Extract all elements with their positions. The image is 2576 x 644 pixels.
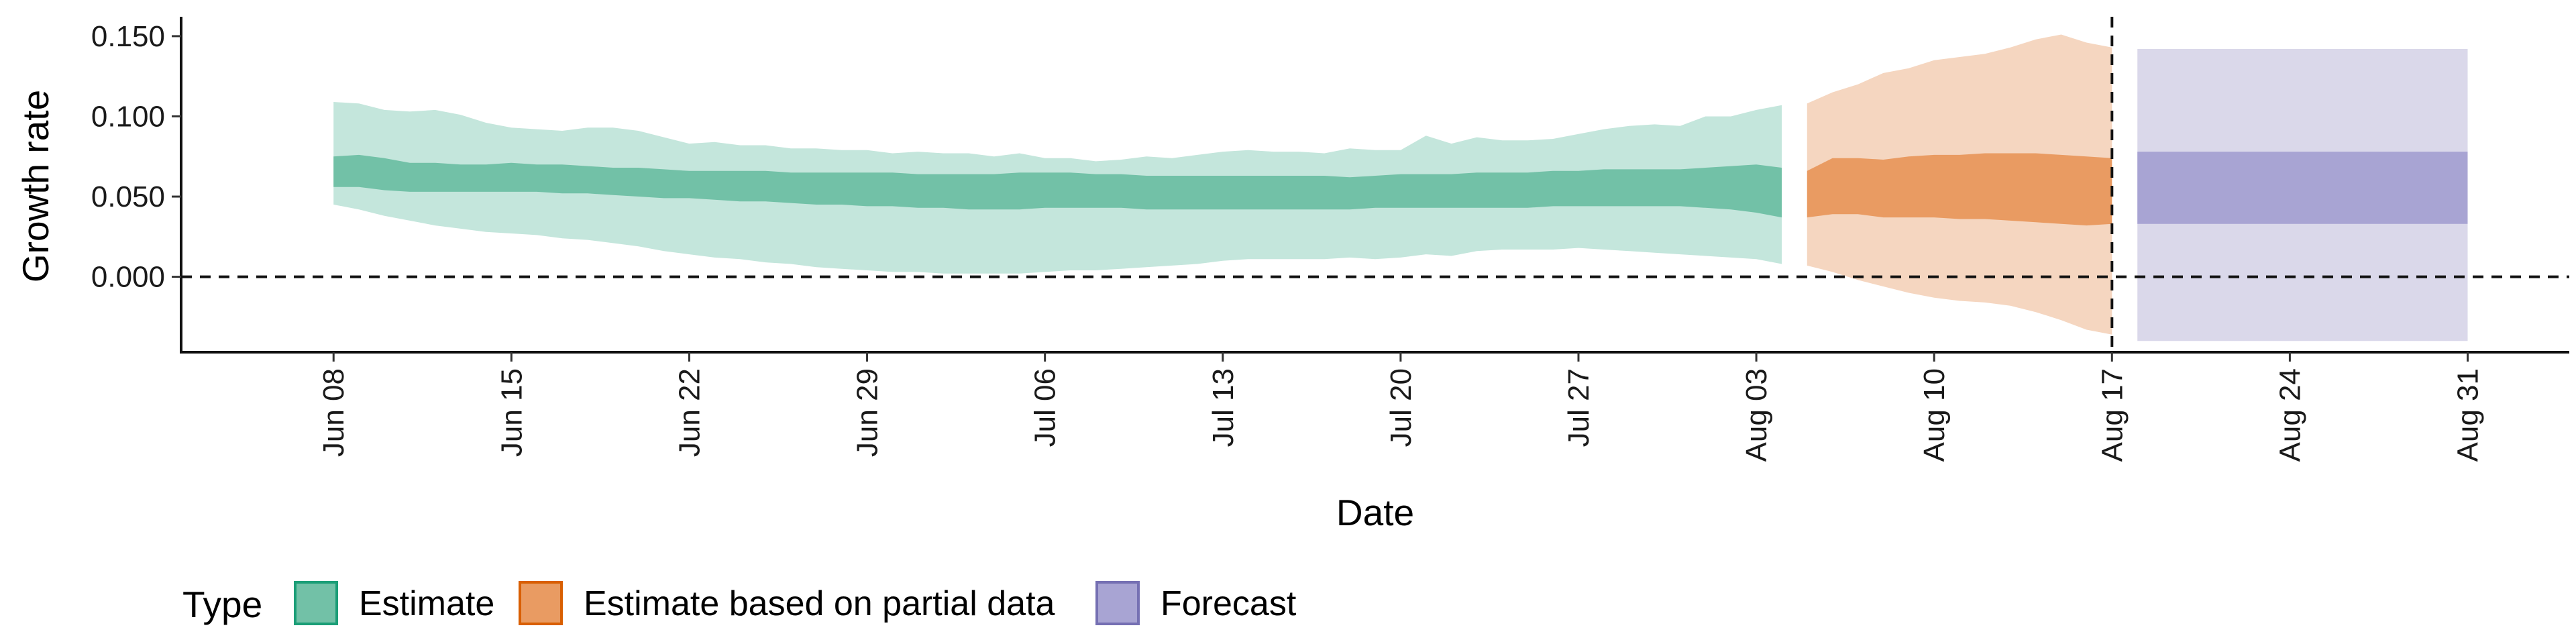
reference-lines [181, 17, 2569, 352]
legend: Type Estimate Estimate based on partial d… [182, 581, 1297, 625]
y-tick-label: 0.000 [91, 261, 165, 294]
band-50-forecast [2137, 152, 2468, 224]
x-tick-label: Aug 03 [1740, 368, 1773, 462]
x-tick-label: Jul 13 [1207, 368, 1240, 447]
legend-swatch-estimate [294, 581, 338, 625]
legend-label-estimate-based-on-partial-data: Estimate based on partial data [584, 584, 1055, 623]
y-axis-title: Growth rate [15, 90, 56, 282]
y-tick-label: 0.100 [91, 100, 165, 133]
legend-title: Type [182, 584, 262, 625]
legend-label-estimate: Estimate [359, 584, 494, 623]
x-tick-label: Aug 17 [2096, 368, 2129, 462]
band-50-estimate [333, 154, 1782, 218]
x-tick-label: Jun 08 [317, 368, 350, 457]
legend-swatch-estimate-based-on-partial-data [519, 581, 563, 625]
band-50-estimate-based-on-partial-data [1807, 153, 2112, 226]
x-tick-label: Jul 06 [1029, 368, 1062, 447]
uncertainty-bands [333, 34, 2468, 341]
axes [172, 17, 2569, 362]
x-tick-label: Jun 29 [851, 368, 884, 457]
x-tick-label: Jul 27 [1562, 368, 1595, 447]
x-tick-label: Jun 22 [673, 368, 706, 457]
y-tick-label: 0.050 [91, 180, 165, 213]
y-tick-label: 0.150 [91, 20, 165, 53]
x-tick-label: Aug 10 [1918, 368, 1951, 462]
x-tick-label: Jun 15 [495, 368, 528, 457]
legend-swatch-forecast [1095, 581, 1140, 625]
x-tick-label: Aug 24 [2273, 368, 2306, 462]
x-tick-label: Jul 20 [1385, 368, 1417, 447]
x-axis-title: Date [1336, 492, 1414, 533]
x-tick-label: Aug 31 [2452, 368, 2485, 462]
legend-label-forecast: Forecast [1161, 584, 1297, 623]
tick-labels: 0.000 0.050 0.100 0.150 Jun 08 Jun 15 Jun 22 Ju… [91, 20, 2485, 462]
